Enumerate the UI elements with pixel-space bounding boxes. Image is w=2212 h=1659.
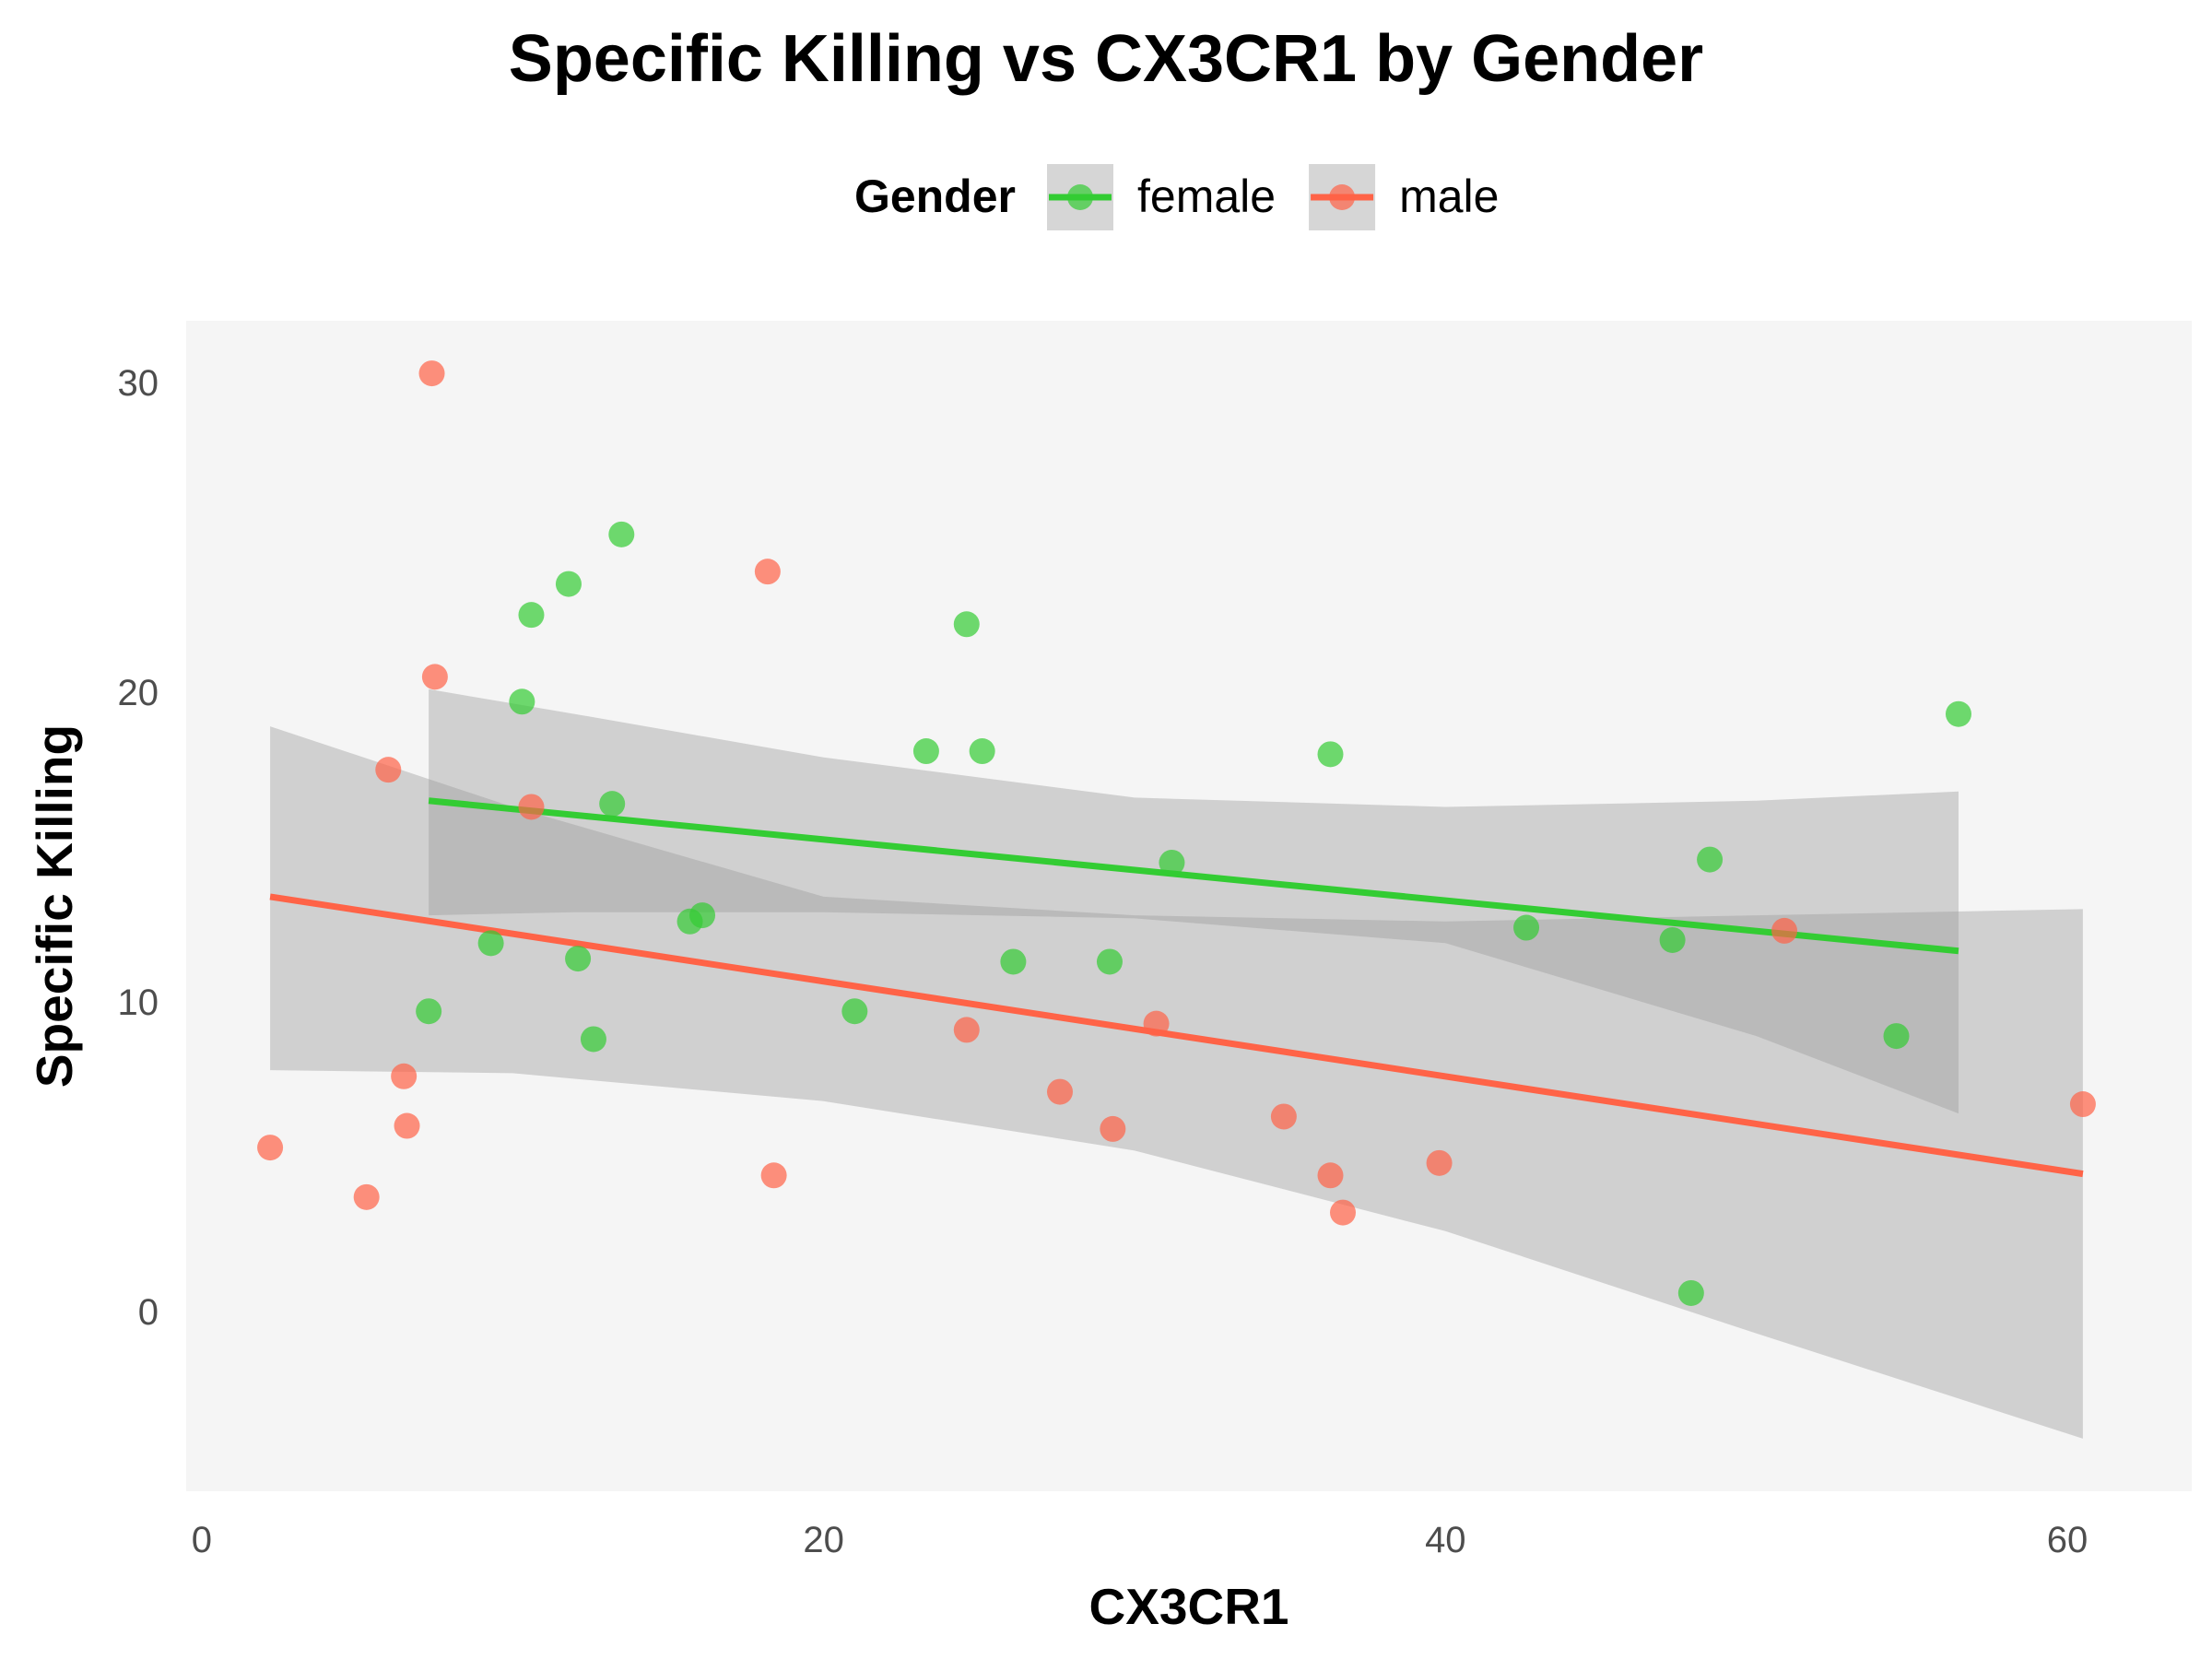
data-point-male (1143, 1010, 1170, 1037)
data-point-female (1096, 948, 1123, 975)
data-point-female (953, 611, 980, 638)
data-point-female (1000, 948, 1027, 975)
data-point-female (1159, 849, 1185, 876)
confidence-band-male (270, 726, 2083, 1439)
legend-entry-male: male (1309, 164, 1499, 230)
y-tick-label: 20 (118, 673, 159, 713)
data-point-female (518, 602, 545, 629)
trend-lines (269, 797, 2084, 1178)
confidence-bands (270, 688, 2083, 1439)
data-point-female (689, 902, 716, 929)
data-point-female (1883, 1023, 1910, 1050)
x-tick-label: 40 (1425, 1520, 1466, 1560)
trend-line-female (428, 797, 1959, 955)
x-axis-title: CX3CR1 (1088, 1578, 1288, 1635)
data-point-female (841, 998, 868, 1025)
data-point-female (912, 738, 939, 765)
data-point-male (2069, 1091, 2096, 1118)
data-point-male (394, 1112, 420, 1139)
legend: Gender female male (854, 164, 1499, 230)
y-axis-ticks: 0 10 20 30 (118, 363, 159, 1333)
data-point-female (1697, 846, 1724, 873)
data-point-male (418, 360, 445, 387)
data-point-male (421, 664, 448, 690)
plot-panel (186, 321, 2192, 1491)
legend-point-female (1067, 184, 1093, 210)
data-point-male (1426, 1149, 1453, 1176)
data-point-female (969, 738, 995, 765)
data-point-male (353, 1183, 380, 1210)
data-point-female (599, 791, 626, 818)
data-point-female (1945, 700, 1971, 727)
legend-entry-female: female (1047, 164, 1276, 230)
y-axis-title: Specific Killing (26, 724, 83, 1088)
y-tick-label: 30 (118, 363, 159, 404)
data-point-male (754, 559, 781, 585)
data-point-female (555, 571, 582, 597)
legend-title: Gender (854, 171, 1016, 222)
data-point-male (1100, 1115, 1126, 1142)
legend-label-male: male (1399, 171, 1499, 222)
data-point-female (1513, 914, 1540, 941)
legend-point-male (1329, 184, 1356, 210)
data-point-female (509, 688, 535, 715)
chart-title: Specific Killing vs CX3CR1 by Gender (509, 22, 1703, 96)
y-tick-label: 10 (118, 982, 159, 1023)
data-point-male (375, 757, 402, 783)
data-point-male (257, 1135, 284, 1161)
data-point-male (391, 1063, 418, 1089)
data-point-female (1659, 926, 1686, 953)
trend-line-male (269, 893, 2084, 1178)
data-point-male (1046, 1078, 1073, 1105)
x-tick-label: 0 (192, 1520, 212, 1560)
legend-entries: female male (1047, 164, 1499, 230)
legend-label-female: female (1137, 171, 1276, 222)
data-point-male (1771, 917, 1798, 944)
data-points (257, 360, 2096, 1306)
data-point-male (1329, 1199, 1356, 1226)
data-point-female (580, 1026, 606, 1053)
data-point-female (608, 521, 635, 547)
data-point-male (1317, 1162, 1344, 1189)
confidence-band-female (429, 688, 1959, 1114)
data-point-male (953, 1017, 980, 1043)
data-point-female (416, 998, 442, 1025)
x-tick-label: 20 (803, 1520, 844, 1560)
y-tick-label: 0 (138, 1292, 159, 1333)
x-tick-label: 60 (2047, 1520, 2088, 1560)
x-axis-ticks: 0 20 40 60 (192, 1520, 2088, 1560)
data-point-female (477, 930, 504, 957)
data-point-male (1270, 1103, 1297, 1130)
data-point-female (565, 946, 592, 972)
data-point-female (1677, 1279, 1704, 1306)
data-point-male (518, 794, 545, 820)
data-point-female (1317, 741, 1344, 768)
data-point-male (760, 1162, 787, 1189)
